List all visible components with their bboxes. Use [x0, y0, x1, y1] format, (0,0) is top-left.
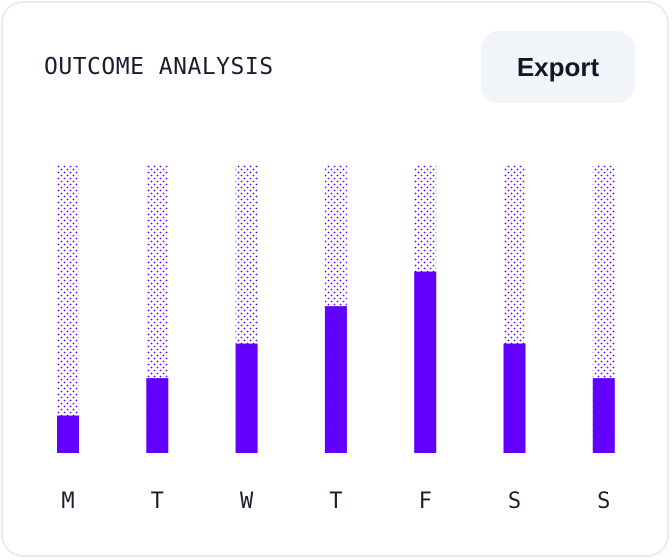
x-tick-label: T	[151, 489, 164, 514]
export-button[interactable]: Export	[481, 31, 635, 103]
bar-1[interactable]	[146, 378, 169, 453]
x-tick-label: W	[240, 489, 254, 514]
x-tick-label: M	[61, 489, 74, 514]
bar-2[interactable]	[235, 343, 258, 453]
x-tick-label: S	[597, 489, 610, 514]
bar-3[interactable]	[324, 306, 347, 453]
x-tick-label: S	[508, 489, 521, 514]
bar-track	[57, 165, 79, 453]
x-tick-label: F	[419, 489, 432, 514]
chart-title: OUTCOME ANALYSIS	[44, 54, 274, 80]
bar-5[interactable]	[503, 343, 526, 453]
bars-layer	[57, 165, 615, 453]
bar-6[interactable]	[592, 378, 615, 453]
x-tick-label: T	[329, 489, 342, 514]
bar-4[interactable]	[414, 271, 437, 453]
bar-0[interactable]	[57, 415, 79, 453]
